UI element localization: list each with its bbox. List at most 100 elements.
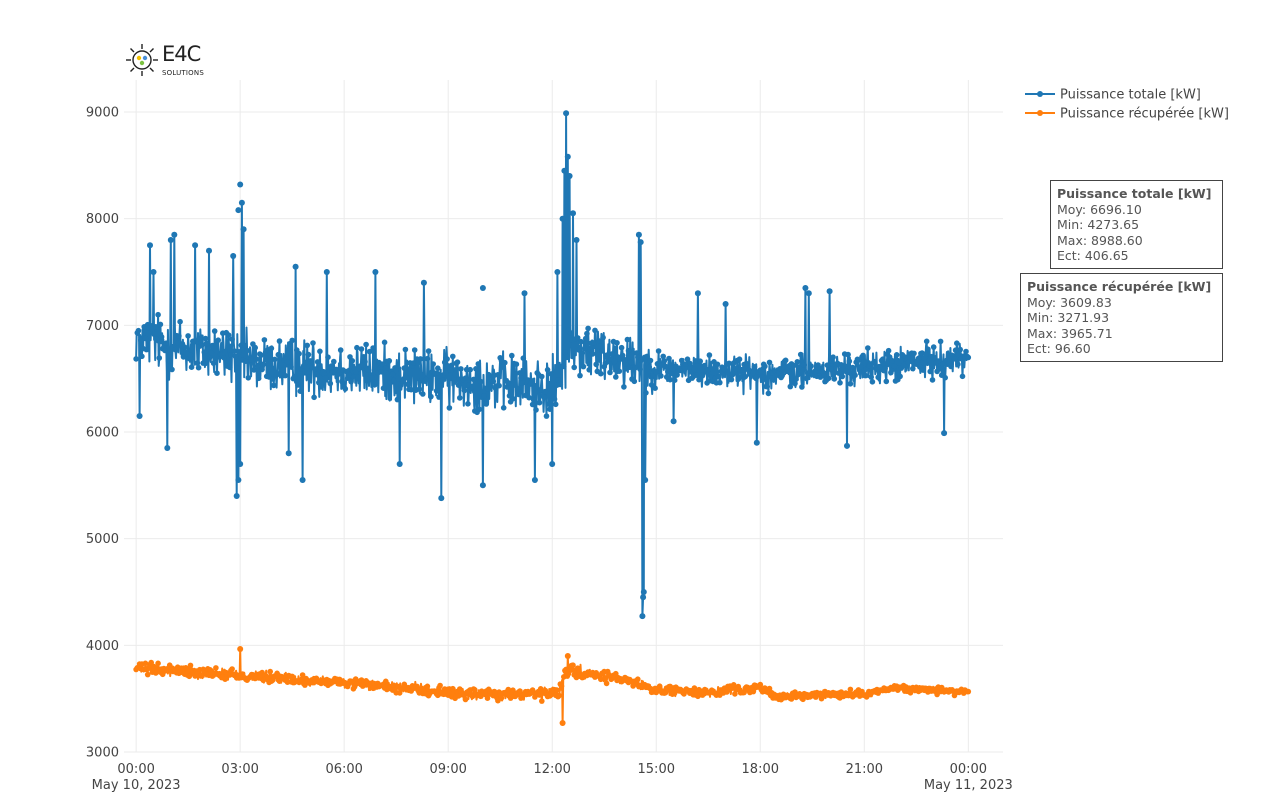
data-point[interactable] xyxy=(577,372,583,379)
data-point[interactable] xyxy=(355,374,361,381)
data-point[interactable] xyxy=(628,359,634,366)
data-point[interactable] xyxy=(697,358,703,365)
data-point[interactable] xyxy=(771,377,777,383)
data-point[interactable] xyxy=(509,352,515,359)
data-point[interactable] xyxy=(208,350,215,356)
data-point[interactable] xyxy=(285,450,292,457)
data-point[interactable] xyxy=(158,334,165,340)
data-point[interactable] xyxy=(539,698,545,704)
data-point[interactable] xyxy=(543,413,550,419)
data-point[interactable] xyxy=(233,493,240,499)
data-point[interactable] xyxy=(142,660,149,667)
data-point[interactable] xyxy=(563,110,570,117)
data-point[interactable] xyxy=(845,351,851,358)
data-point[interactable] xyxy=(410,360,417,366)
data-point[interactable] xyxy=(420,279,427,286)
data-point[interactable] xyxy=(564,354,571,361)
data-point[interactable] xyxy=(897,373,903,380)
data-point[interactable] xyxy=(611,358,618,365)
data-point[interactable] xyxy=(381,339,388,346)
data-point[interactable] xyxy=(176,333,182,339)
data-point[interactable] xyxy=(370,345,376,351)
data-point[interactable] xyxy=(666,355,672,362)
data-point[interactable] xyxy=(479,482,486,489)
data-point[interactable] xyxy=(889,357,895,364)
data-point[interactable] xyxy=(202,335,209,342)
data-point[interactable] xyxy=(869,379,876,385)
data-point[interactable] xyxy=(408,386,415,393)
data-point[interactable] xyxy=(452,371,458,378)
data-point[interactable] xyxy=(163,340,169,347)
data-point[interactable] xyxy=(477,378,484,385)
data-point[interactable] xyxy=(147,242,153,249)
data-point[interactable] xyxy=(792,380,798,387)
data-point[interactable] xyxy=(539,373,545,380)
data-point[interactable] xyxy=(227,364,233,371)
data-point[interactable] xyxy=(396,461,403,467)
data-point[interactable] xyxy=(865,345,871,351)
data-point[interactable] xyxy=(643,390,649,396)
data-point[interactable] xyxy=(787,383,794,390)
data-point[interactable] xyxy=(732,691,738,697)
data-point[interactable] xyxy=(930,344,937,350)
data-point[interactable] xyxy=(138,337,144,344)
data-point[interactable] xyxy=(304,342,311,349)
data-point[interactable] xyxy=(514,386,521,393)
data-point[interactable] xyxy=(327,380,334,387)
data-point[interactable] xyxy=(549,461,556,467)
data-point[interactable] xyxy=(593,361,599,368)
data-point[interactable] xyxy=(142,335,149,342)
data-point[interactable] xyxy=(691,685,698,691)
data-point[interactable] xyxy=(411,347,418,353)
data-point[interactable] xyxy=(826,288,833,295)
data-point[interactable] xyxy=(288,364,294,370)
data-point[interactable] xyxy=(164,445,171,451)
data-point[interactable] xyxy=(240,226,247,233)
data-point[interactable] xyxy=(742,373,749,380)
data-point[interactable] xyxy=(580,363,587,370)
data-point[interactable] xyxy=(860,352,866,359)
data-point[interactable] xyxy=(526,394,532,401)
data-point[interactable] xyxy=(959,373,966,380)
data-point[interactable] xyxy=(365,367,372,373)
data-point[interactable] xyxy=(779,372,785,379)
data-point[interactable] xyxy=(403,374,410,381)
data-point[interactable] xyxy=(644,353,650,360)
data-point[interactable] xyxy=(155,660,161,667)
data-point[interactable] xyxy=(305,351,312,358)
data-point[interactable] xyxy=(677,367,684,374)
data-point[interactable] xyxy=(637,366,643,373)
data-point[interactable] xyxy=(846,358,853,365)
data-point[interactable] xyxy=(582,335,589,342)
data-point[interactable] xyxy=(393,367,400,374)
data-point[interactable] xyxy=(383,678,389,685)
data-point[interactable] xyxy=(363,341,369,348)
data-point[interactable] xyxy=(310,340,316,346)
data-point[interactable] xyxy=(803,375,810,382)
data-point[interactable] xyxy=(616,368,623,375)
data-point[interactable] xyxy=(214,370,220,377)
data-point[interactable] xyxy=(547,406,553,413)
data-point[interactable] xyxy=(653,369,660,375)
data-point[interactable] xyxy=(837,380,843,386)
data-point[interactable] xyxy=(852,372,858,379)
data-point[interactable] xyxy=(203,340,210,347)
data-point[interactable] xyxy=(706,352,713,358)
data-point[interactable] xyxy=(192,242,199,249)
data-point[interactable] xyxy=(910,365,916,372)
data-point[interactable] xyxy=(631,378,638,385)
data-point[interactable] xyxy=(660,353,666,360)
data-point[interactable] xyxy=(702,362,708,369)
data-point[interactable] xyxy=(248,356,255,363)
data-point[interactable] xyxy=(243,358,249,365)
data-point[interactable] xyxy=(652,385,658,392)
data-point[interactable] xyxy=(750,688,757,695)
data-point[interactable] xyxy=(536,399,543,406)
data-point[interactable] xyxy=(302,370,308,376)
data-point[interactable] xyxy=(444,356,450,362)
data-point[interactable] xyxy=(221,355,227,361)
data-point[interactable] xyxy=(379,361,386,368)
data-point[interactable] xyxy=(254,363,261,369)
data-point[interactable] xyxy=(318,384,324,390)
data-point[interactable] xyxy=(275,351,282,358)
